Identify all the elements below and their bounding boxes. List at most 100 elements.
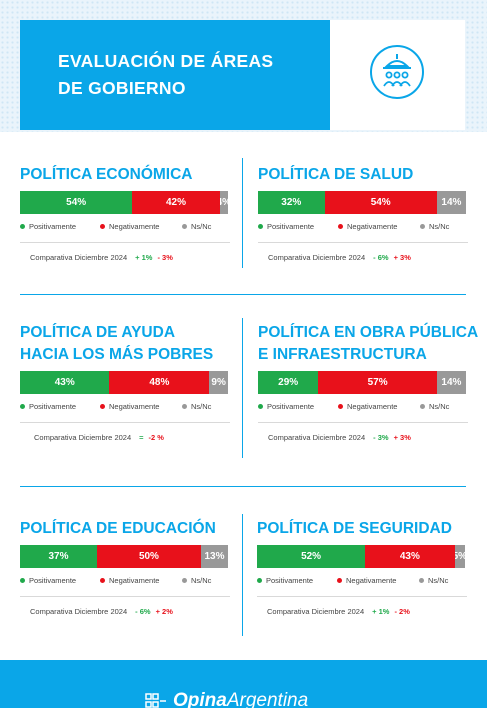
chart-legend: Positivamente Negativamente Ns/Nc (257, 576, 467, 590)
comparison-row: Comparativa Diciembre 2024 = -2 % (20, 433, 230, 442)
comparison-label: Comparativa Diciembre 2024 (30, 607, 128, 616)
comparison-row: Comparativa Diciembre 2024 - 3% + 3% (258, 433, 468, 442)
legend-dot-icon (420, 404, 425, 409)
page-title: EVALUACIÓN DE ÁREAS DE GOBIERNO (58, 48, 273, 102)
chart-title-line: POLÍTICA DE AYUDA (20, 324, 176, 341)
nsnc-segment: 9% (209, 371, 228, 394)
header-title-box: EVALUACIÓN DE ÁREAS DE GOBIERNO (20, 20, 330, 130)
legend-item-positive: Positivamente (258, 402, 314, 411)
comparison-label: Comparativa Diciembre 2024 (34, 433, 132, 442)
separator-line (20, 596, 230, 597)
chart-legend: Positivamente Negativamente Ns/Nc (258, 222, 468, 236)
legend-item-nsnc: Ns/Nc (182, 576, 211, 585)
legend-dot-icon (258, 404, 263, 409)
chart-legend: Positivamente Negativamente Ns/Nc (20, 402, 230, 416)
horizontal-divider (20, 486, 466, 487)
comparison-row: Comparativa Diciembre 2024 + 1% - 2% (257, 607, 467, 616)
legend-label: Ns/Nc (429, 402, 450, 411)
chart-politica-de-educacion: POLÍTICA DE EDUCACIÓN 37% 50% 13% Positivame… (20, 518, 230, 616)
stacked-bar: 29% 57% 14% (258, 371, 468, 394)
negative-segment: 42% (132, 191, 220, 214)
legend-item-nsnc: Ns/Nc (420, 222, 449, 231)
legend-item-negative: Negativamente (100, 576, 159, 585)
data-label: 54% (66, 197, 87, 208)
positive-segment: 29% (258, 371, 319, 394)
legend-dot-icon (182, 578, 187, 583)
legend-label: Ns/Nc (429, 222, 450, 231)
chart-title-line: POLÍTICA DE SEGURIDAD (257, 520, 452, 537)
data-label: 29% (278, 377, 299, 388)
data-label: 42% (165, 197, 186, 208)
legend-label: Positivamente (29, 222, 77, 231)
legend-label: Ns/Nc (191, 576, 212, 585)
legend-item-negative: Negativamente (100, 222, 159, 231)
page-title-line-2: DE GOBIERNO (58, 78, 186, 98)
legend-dot-icon (100, 404, 105, 409)
positive-segment: 32% (258, 191, 325, 214)
chart-legend: Positivamente Negativamente Ns/Nc (258, 402, 468, 416)
legend-label: Ns/Nc (191, 222, 212, 231)
legend-item-negative: Negativamente (337, 576, 396, 585)
chart-politica-economica: POLÍTICA ECONÓMICA 54% 42% 4% Positivamente N… (20, 164, 230, 262)
positive-change: - 6% (373, 253, 389, 262)
legend-label: Negativamente (109, 222, 160, 231)
negative-segment: 43% (365, 545, 455, 568)
stacked-bar: 43% 48% 9% (20, 371, 230, 394)
data-label: 32% (281, 197, 302, 208)
data-label: 37% (48, 551, 69, 562)
header-icon-box (330, 20, 465, 130)
negative-change: + 3% (393, 433, 411, 442)
chart-legend: Positivamente Negativamente Ns/Nc (20, 576, 230, 590)
legend-label: Positivamente (266, 576, 314, 585)
data-label: 43% (399, 551, 420, 562)
legend-item-nsnc: Ns/Nc (182, 222, 211, 231)
legend-label: Ns/Nc (191, 402, 212, 411)
legend-dot-icon (338, 224, 343, 229)
chart-politica-de-salud: POLÍTICA DE SALUD 32% 54% 14% Positivamente N… (258, 164, 468, 262)
legend-item-positive: Positivamente (258, 222, 314, 231)
legend-dot-icon (20, 224, 25, 229)
negative-segment: 54% (324, 191, 437, 214)
separator-line (258, 242, 468, 243)
legend-dot-icon (419, 578, 424, 583)
separator-line (258, 422, 468, 423)
data-label: 14% (441, 197, 462, 208)
data-label: 5% (454, 551, 465, 562)
nsnc-segment: 5% (454, 545, 465, 568)
comparison-label: Comparativa Diciembre 2024 (267, 607, 365, 616)
positive-change: = (139, 433, 144, 442)
data-label: 4% (220, 197, 228, 208)
positive-change: + 1% (135, 253, 153, 262)
data-label: 9% (211, 377, 226, 388)
legend-item-negative: Negativamente (338, 222, 397, 231)
positive-segment: 37% (20, 545, 97, 568)
negative-change: - 2% (394, 607, 410, 616)
comparison-label: Comparativa Diciembre 2024 (30, 253, 128, 262)
legend-dot-icon (420, 224, 425, 229)
chart-title-line: POLÍTICA EN OBRA PÚBLICA (258, 324, 479, 341)
footer-bar (0, 660, 487, 708)
chart-politica-de-ayuda: POLÍTICA DE AYUDA HACIA LOS MÁS POBRES 43%… (20, 322, 230, 442)
vertical-divider (242, 318, 243, 458)
nsnc-segment: 14% (436, 191, 466, 214)
legend-dot-icon (100, 224, 105, 229)
government-building-people-icon (370, 45, 424, 99)
data-label: 57% (367, 377, 388, 388)
horizontal-divider (20, 294, 466, 295)
legend-label: Negativamente (347, 402, 398, 411)
nsnc-segment: 4% (219, 191, 228, 214)
vertical-divider (242, 158, 243, 268)
legend-label: Positivamente (267, 222, 315, 231)
nsnc-segment: 13% (200, 545, 228, 568)
legend-label: Negativamente (347, 222, 398, 231)
data-label: 50% (138, 551, 159, 562)
chart-title-line: POLÍTICA ECONÓMICA (20, 166, 193, 183)
stacked-bar: 32% 54% 14% (258, 191, 468, 214)
negative-segment: 57% (318, 371, 437, 394)
stacked-bar: 52% 43% 5% (257, 545, 467, 568)
brand-logo: Opina Argentina (145, 690, 308, 712)
legend-label: Positivamente (29, 576, 77, 585)
data-label: 52% (301, 551, 322, 562)
positive-change: - 3% (373, 433, 389, 442)
legend-item-nsnc: Ns/Nc (419, 576, 448, 585)
